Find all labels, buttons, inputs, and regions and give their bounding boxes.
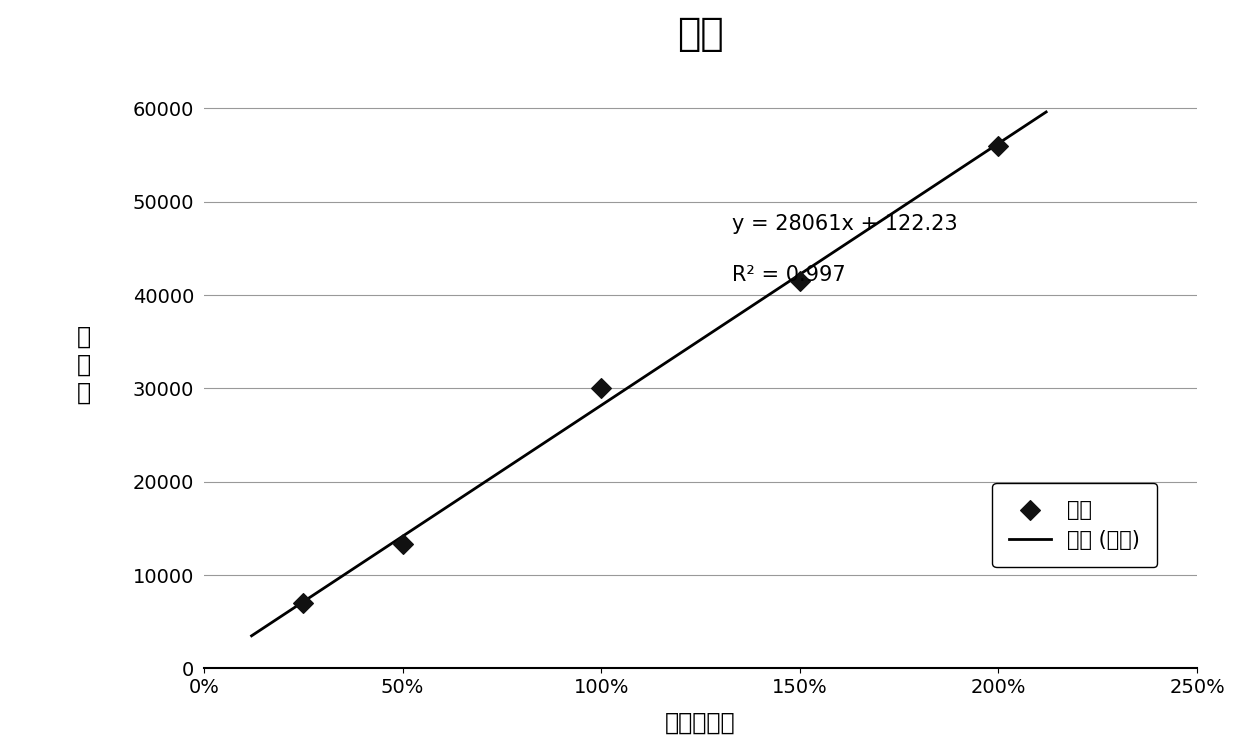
Text: y = 28061x + 122.23: y = 28061x + 122.23 [733,214,959,234]
甲胺 [591,382,611,394]
甲胺 [393,538,413,550]
线性 (甲胺) [1039,107,1054,116]
Y-axis label: 峰
面
积: 峰 面 积 [77,326,91,405]
线性 (甲胺) [717,320,732,328]
X-axis label: 与限度比值: 与限度比值 [665,711,735,735]
甲胺 [988,140,1008,152]
线性 (甲胺) [914,190,929,199]
Text: R² = 0.997: R² = 0.997 [733,265,846,285]
线性 (甲胺) [244,632,259,640]
线性 (甲胺) [714,321,729,330]
Title: 甲胺: 甲胺 [677,15,724,53]
线性 (甲胺) [965,157,980,166]
Line: 线性 (甲胺): 线性 (甲胺) [252,112,1047,636]
Legend: 甲胺, 线性 (甲胺): 甲胺, 线性 (甲胺) [992,483,1157,567]
线性 (甲胺) [730,310,745,320]
甲胺 [294,597,314,609]
线性 (甲胺) [247,629,262,638]
甲胺 [790,275,810,287]
